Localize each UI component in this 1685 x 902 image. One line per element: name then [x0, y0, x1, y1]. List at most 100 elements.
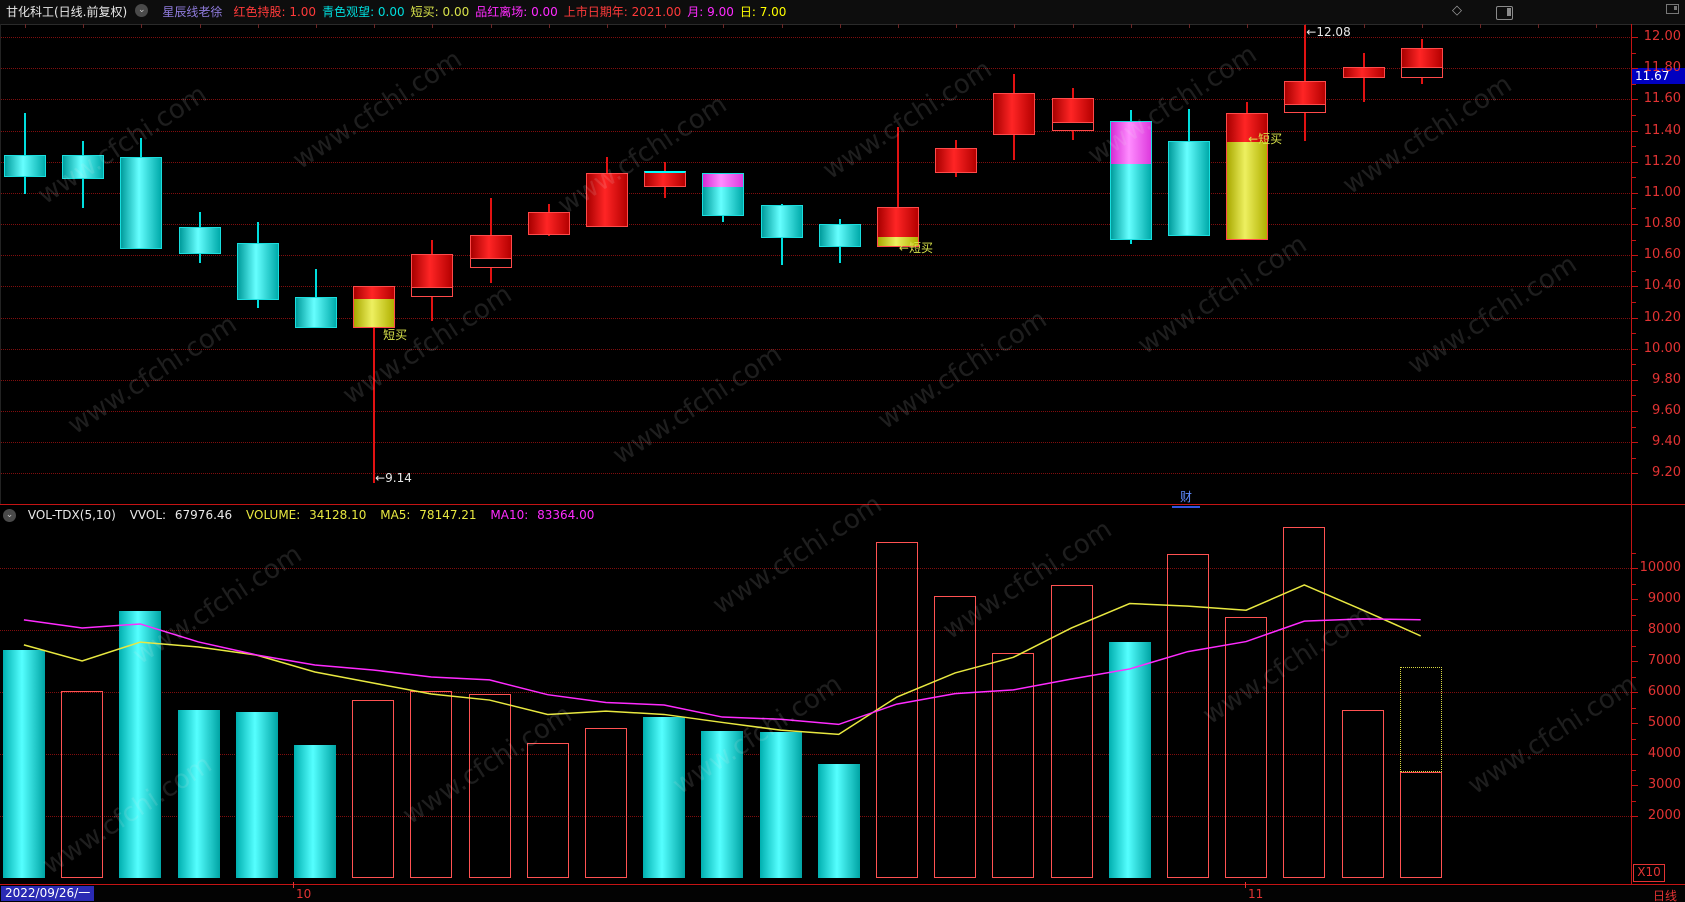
- axis-tick: [1632, 754, 1638, 755]
- volume-bar[interactable]: [2, 650, 45, 878]
- axis-tick: [1632, 661, 1638, 662]
- axis-minor-tick: [1632, 457, 1636, 459]
- candlestick[interactable]: [935, 147, 978, 173]
- slot-tick: [723, 24, 725, 28]
- candlestick[interactable]: [1051, 97, 1094, 131]
- candlestick[interactable]: [1226, 113, 1269, 240]
- volume-bar[interactable]: [177, 709, 220, 878]
- volume-gridline: [0, 568, 1631, 569]
- candlestick[interactable]: [236, 242, 279, 301]
- volume-bar[interactable]: [1108, 641, 1151, 878]
- month-tick: [1245, 882, 1246, 888]
- bottom-axis-line: [0, 884, 1685, 885]
- candlestick[interactable]: [702, 172, 745, 217]
- axis-minor-tick: [1632, 177, 1636, 179]
- volume-bar[interactable]: [875, 541, 918, 878]
- price-gridline: [1, 99, 1632, 101]
- candlestick[interactable]: [411, 253, 454, 298]
- candlestick[interactable]: [527, 211, 570, 235]
- price-axis-label: 11.80: [1643, 60, 1681, 76]
- price-annotation: ←12.08: [1306, 25, 1351, 40]
- indicator-param: 短买: 0.00: [410, 5, 470, 19]
- axis-tick: [1632, 286, 1638, 288]
- axis-minor-tick: [1632, 270, 1636, 272]
- volume-axis-label: 2000: [1647, 808, 1681, 823]
- short-buy-label: 短买: [383, 328, 408, 343]
- short-buy-overlay: [354, 298, 395, 328]
- axis-minor-tick: [1632, 395, 1636, 397]
- candlestick[interactable]: [3, 155, 46, 178]
- volume-bar[interactable]: [1166, 554, 1209, 878]
- chevron-circle-icon[interactable]: ⌄: [135, 4, 149, 17]
- price-gridline: [1, 37, 1632, 38]
- candlestick[interactable]: [62, 155, 105, 179]
- candlestick[interactable]: [876, 206, 919, 248]
- slot-tick: [1363, 24, 1365, 28]
- volume-bar[interactable]: [643, 716, 686, 878]
- candlestick[interactable]: [178, 227, 221, 254]
- hollow-bottom: [1285, 103, 1326, 113]
- slot-tick: [374, 24, 376, 28]
- slot-tick: [432, 24, 434, 28]
- short-buy-label: ←短买: [898, 240, 933, 255]
- volume-bar[interactable]: [817, 763, 860, 878]
- price-axis-label: 11.60: [1643, 91, 1681, 107]
- slot-tick: [606, 24, 608, 28]
- candlestick[interactable]: [644, 171, 687, 187]
- candlestick[interactable]: [993, 93, 1036, 136]
- candlestick[interactable]: [1400, 47, 1443, 78]
- period-label[interactable]: 日线: [1652, 889, 1677, 902]
- chevron-circle-icon[interactable]: ⌄: [3, 509, 16, 522]
- short-buy-overlay: [877, 236, 918, 247]
- hollow-bottom: [1401, 67, 1442, 77]
- price-chart-pane[interactable]: ←9.14 ←12.08 短买 ←短买 ←短买: [0, 24, 1632, 504]
- volume-bar[interactable]: [1225, 616, 1268, 878]
- volume-bar[interactable]: [759, 731, 802, 878]
- last-price-tag: 11.67: [1632, 68, 1685, 84]
- panel-switch-icon[interactable]: [1496, 6, 1513, 20]
- candlestick[interactable]: [1284, 80, 1327, 114]
- volume-bar[interactable]: [235, 712, 278, 878]
- price-axis-label: 9.60: [1652, 403, 1681, 419]
- candlestick[interactable]: [1342, 66, 1385, 78]
- indicator-param: 青色观望: 0.00: [322, 5, 405, 19]
- axis-tick: [1632, 692, 1638, 693]
- candlestick[interactable]: [585, 172, 628, 228]
- candlestick[interactable]: [1167, 141, 1210, 237]
- volume-bar[interactable]: [352, 700, 395, 878]
- volume-bar[interactable]: [992, 653, 1035, 878]
- candlestick[interactable]: [353, 286, 396, 329]
- volume-bar[interactable]: [293, 745, 336, 878]
- candlestick[interactable]: [120, 157, 163, 249]
- slot-tick: [490, 24, 492, 28]
- price-axis-label: 10.80: [1643, 216, 1681, 232]
- volume-bar[interactable]: [1050, 585, 1093, 878]
- candlestick[interactable]: [760, 205, 803, 239]
- volume-bar[interactable]: [526, 742, 569, 878]
- fin-news-badge[interactable]: 财: [1172, 488, 1201, 508]
- volume-bar[interactable]: [584, 727, 627, 878]
- indicator-param: 红色持股: 1.00: [233, 5, 317, 19]
- volume-bar[interactable]: [1399, 771, 1442, 878]
- candlestick[interactable]: [1109, 121, 1152, 240]
- corner-window-icon[interactable]: [1666, 4, 1679, 14]
- candlestick[interactable]: [469, 234, 512, 268]
- volume-bar[interactable]: [701, 731, 744, 878]
- candlestick[interactable]: [818, 224, 861, 248]
- slot-tick: [1072, 24, 1074, 28]
- volume-axis-label: 5000: [1647, 715, 1681, 730]
- axis-minor-tick: [1632, 426, 1636, 428]
- price-axis-label: 11.40: [1643, 122, 1681, 138]
- axis-tick: [1632, 130, 1638, 132]
- hollow-bottom: [1052, 122, 1093, 130]
- vvol-value: VVOL: 67976.46: [129, 508, 233, 522]
- indicator-name[interactable]: 星辰线老徐: [162, 5, 223, 19]
- price-gridline: [1, 348, 1632, 350]
- volume-bar[interactable]: [1341, 709, 1384, 878]
- volume-bar[interactable]: [1283, 526, 1326, 878]
- candlestick[interactable]: [294, 297, 337, 329]
- slot-tick: [1014, 24, 1016, 28]
- candle-wick: [896, 127, 899, 248]
- price-axis-label: 11.00: [1643, 184, 1681, 200]
- diamond-icon[interactable]: ◇: [1452, 3, 1462, 18]
